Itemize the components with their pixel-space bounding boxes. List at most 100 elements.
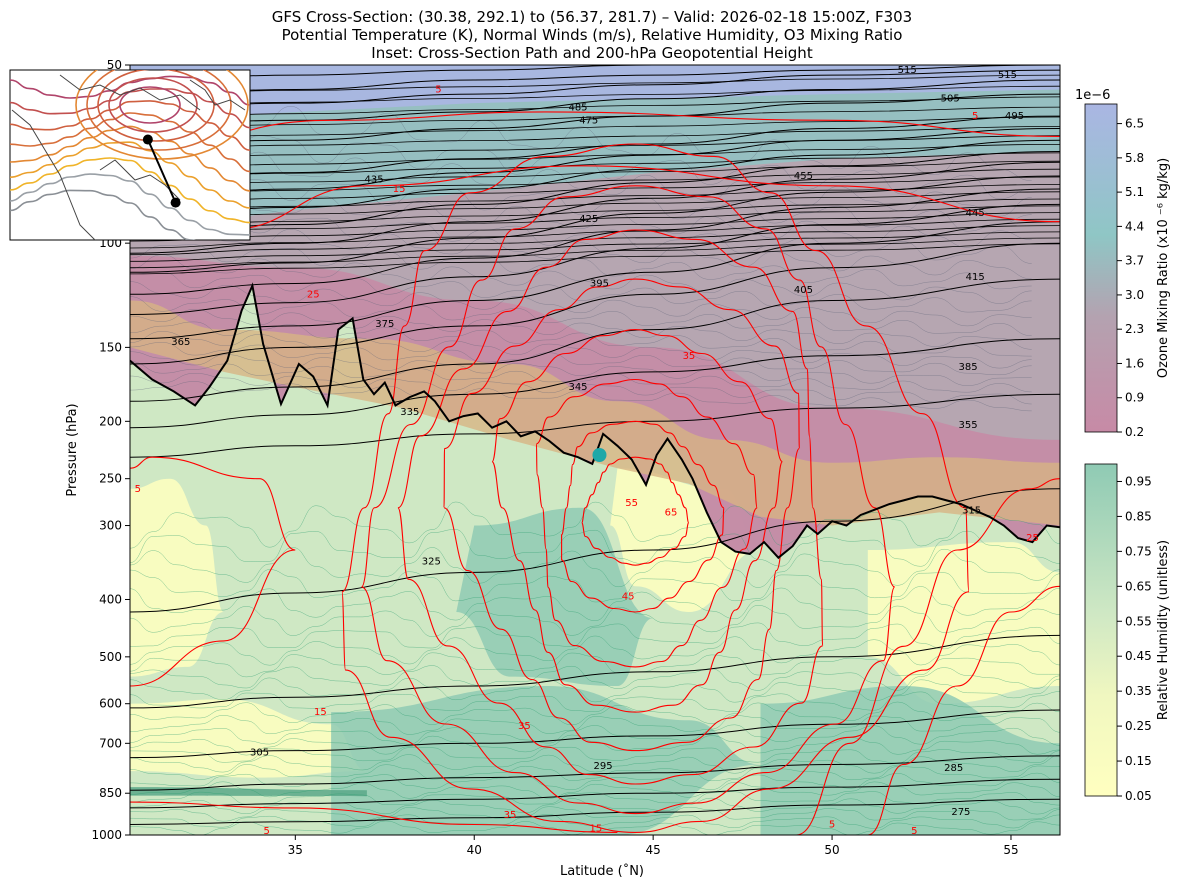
inset-coastline — [59, 74, 201, 111]
inset-coastlines — [11, 74, 246, 240]
rh-colorbar-ticks: 0.95 0.85 0.75 0.65 0.55 0.45 0.35 0.25 0.15 0.05 — [1117, 474, 1152, 803]
theta-contour-upper — [130, 144, 1060, 170]
theta-contour-295 — [130, 755, 1060, 791]
theta-contour-395 — [130, 188, 1060, 295]
theta-contour-upper — [130, 85, 1060, 107]
theta-contour-upper — [130, 191, 1060, 220]
wind-contour — [491, 329, 783, 713]
inset-height-contour — [119, 86, 181, 124]
x-tick-label: 55 — [1003, 843, 1018, 857]
theta-contour-upper — [130, 231, 1060, 262]
rh-contour-line — [130, 586, 1060, 621]
y-tick-label: 50 — [107, 58, 122, 72]
wind-label: 35 — [504, 810, 517, 821]
theta-label: 455 — [794, 171, 813, 182]
colorbar-tick-label: 4.4 — [1125, 219, 1144, 233]
inset-height-contour — [10, 112, 250, 173]
theta-contour-455 — [130, 115, 1060, 180]
rh-contour-line — [130, 652, 1060, 678]
inset-coastline — [189, 79, 246, 111]
wind-contour — [867, 585, 1060, 835]
theta-contour-345 — [130, 338, 1060, 429]
theta-contours — [130, 65, 1060, 825]
theta-contour-upper — [130, 152, 1060, 179]
ozone-contour-line — [130, 254, 1032, 304]
ozone-colorbar-ticks: 6.5 5.8 5.1 4.4 3.7 3.0 2.3 1.6 0.9 0.2 — [1117, 117, 1144, 439]
rh-contour-line — [130, 691, 1060, 713]
y-tick-label: 250 — [99, 472, 122, 486]
theta-label: 365 — [171, 337, 190, 348]
colorbar-tick-label: 0.85 — [1125, 509, 1152, 523]
theta-contour-315 — [130, 634, 1060, 709]
colorbar-tick-label: 0.15 — [1125, 754, 1152, 768]
rh-dry-patch-southwest — [130, 699, 367, 778]
inset-height-contour — [97, 70, 215, 142]
rh-dry-patch-west — [130, 478, 224, 677]
theta-contour-405 — [130, 175, 1060, 273]
colorbar-tick-label: 1.6 — [1125, 356, 1144, 370]
colorbar-tick-label: 0.95 — [1125, 474, 1152, 488]
tropopause-line — [130, 282, 1060, 560]
ozone-contour-line — [130, 185, 1032, 248]
wind-contour — [581, 456, 690, 566]
theta-label: 515 — [998, 70, 1017, 81]
theta-contour-325 — [130, 488, 1060, 613]
wind-contour — [130, 801, 618, 833]
y-tick-label: 400 — [99, 592, 122, 606]
rh-moist-patch-northeast — [760, 686, 1060, 835]
theta-label: 295 — [594, 761, 613, 772]
ozone-contour-line — [130, 281, 1032, 327]
theta-contour-upper — [130, 198, 1060, 228]
wind-contour — [443, 278, 800, 752]
wind-contour — [130, 456, 296, 687]
wind-label: 35 — [683, 351, 696, 362]
inset-path-end-marker — [142, 134, 153, 145]
theta-contour-upper — [130, 135, 1060, 160]
inset-height-contour — [10, 157, 250, 224]
theta-contour-upper — [130, 74, 1060, 95]
theta-contour-upper — [130, 176, 1060, 204]
x-tick-label: 35 — [288, 843, 303, 857]
rh-contour-line — [130, 605, 1060, 637]
theta-label: 385 — [958, 362, 977, 373]
wind-contour — [130, 111, 1060, 153]
theta-label: 345 — [568, 382, 587, 393]
wind-label: 25 — [1026, 533, 1039, 544]
wind-label: 15 — [590, 823, 603, 834]
rh-contour-line — [130, 734, 1060, 756]
theta-label: 425 — [579, 214, 598, 225]
wind-label: 35 — [518, 721, 531, 732]
ozone-contour-line — [130, 128, 1032, 200]
theta-contour-285 — [130, 778, 1060, 809]
wind-label: 5 — [911, 826, 917, 837]
theta-label: 325 — [422, 556, 441, 567]
y-tick-label: 600 — [99, 697, 122, 711]
theta-contour-485 — [130, 79, 1060, 125]
tropopause-fold-shading — [130, 300, 1060, 526]
rh-contour-line — [130, 781, 1060, 799]
axes: 35 40 45 50 55100085070060050040030025020015… — [91, 58, 1018, 857]
rh-contour-line — [130, 746, 1060, 764]
wind-label: 5 — [829, 820, 835, 831]
ozone-contour-line — [130, 99, 1032, 181]
rh-contour-line — [130, 791, 1060, 806]
theta-label: 475 — [579, 115, 598, 126]
rh-contour-line — [130, 820, 1060, 835]
wind-contour — [796, 478, 1060, 835]
inset-height-contour — [86, 70, 232, 151]
x-tick-label: 40 — [467, 843, 482, 857]
wind-contour — [561, 420, 725, 613]
ozone-contour-line — [130, 309, 1032, 350]
theta-contour-375 — [130, 221, 1060, 340]
wind-contour — [223, 165, 1060, 231]
rh-contour-line — [130, 677, 1060, 703]
inset-coastline — [99, 159, 181, 201]
theta-contour-505 — [130, 65, 1060, 95]
wind-label: 65 — [665, 507, 678, 518]
wind-contours — [130, 111, 1060, 835]
colorbar-tick-label: 2.3 — [1125, 322, 1144, 336]
rh-contour-line — [130, 622, 1060, 650]
colorbar-tick-label: 0.75 — [1125, 544, 1152, 558]
figure-title-line-2: Potential Temperature (K), Normal Winds … — [281, 26, 903, 44]
ozone-contour-line — [130, 145, 1032, 217]
